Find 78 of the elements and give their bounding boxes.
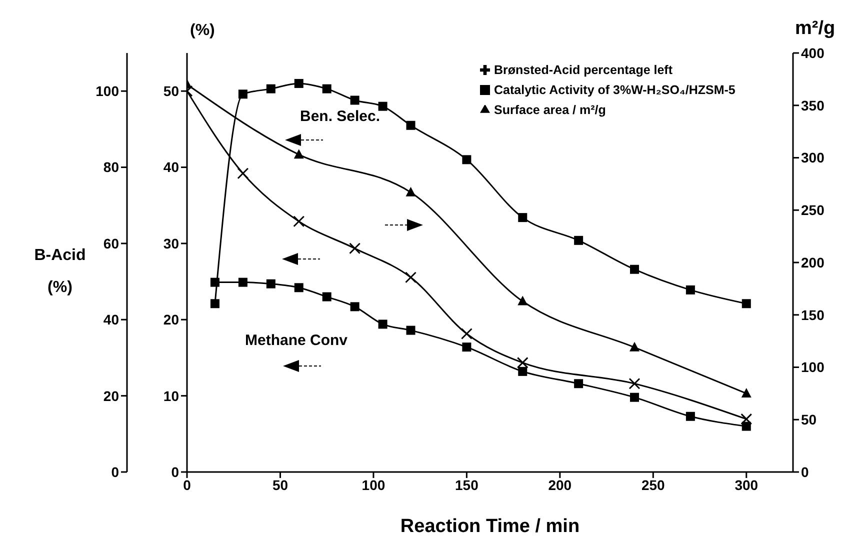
y2-tick-label: 200 [801,254,825,270]
point [686,412,695,421]
x-tick-label: 50 [272,476,288,493]
point [740,413,752,425]
point [238,90,248,99]
point [630,342,640,352]
point [518,213,528,222]
point [238,278,248,287]
point [322,292,332,302]
x-tick-label: 150 [455,476,479,493]
point [574,379,584,388]
point [742,299,751,308]
point [405,272,417,284]
legend-label: Catalytic Activity of 3%W-H₂SO₄/HZSM-5 [494,83,736,97]
point [406,186,416,196]
legend-label: Surface area / m²/g [494,103,606,117]
y3-tick-label: 30 [163,235,180,252]
y2-axis-title: m²/g [795,18,836,40]
point [294,283,304,292]
point [349,242,361,254]
y-axis-title: B-Acid (%) [33,246,87,298]
point [210,299,220,308]
point [293,216,305,228]
y2-tick-label: 400 [801,44,825,61]
y-tick-label: 0 [111,464,120,480]
y2-tick-label: 100 [801,359,825,376]
point [406,326,416,335]
point [516,356,528,368]
point [460,328,472,340]
y3-tick-label: 50 [163,83,180,100]
y3-tick-label: 0 [171,464,180,480]
y-tick-label: 100 [96,83,120,100]
annotation: Ben. Selec. [300,108,380,125]
y2-tick-label: 50 [801,412,817,428]
point [210,278,220,287]
y2-tick-label: 250 [801,202,825,218]
y3-tick-label: 40 [163,159,180,176]
x-tick-label: 0 [183,476,192,493]
y2-tick-label: 150 [801,306,825,323]
point [462,342,472,352]
y-tick-label: 60 [103,235,120,252]
point [686,285,695,294]
point [630,392,640,402]
point [462,155,472,164]
point [742,422,751,431]
legend-label: Brønsted-Acid percentage left [494,63,673,77]
point [237,168,249,180]
point [266,279,276,288]
point [350,302,360,312]
point [350,96,360,105]
point [574,236,584,245]
y2-tick-label: 300 [801,150,825,166]
y2-tick-label: 350 [801,97,825,114]
x-tick-label: 100 [362,476,386,493]
annotation: Methane Conv [245,332,348,349]
point [294,149,304,159]
point [378,102,388,111]
y3-axis-title: (%) [190,22,215,40]
y-tick-label: 20 [103,388,120,404]
point [518,366,528,376]
point [294,78,304,88]
x-tick-label: 250 [641,476,666,493]
point [518,296,528,306]
point [266,84,276,94]
point [628,378,640,390]
y3-tick-label: 20 [163,312,180,328]
point [630,264,640,274]
x-axis-title: Reaction Time / min [399,516,581,538]
y3-tick-label: 10 [163,388,180,404]
y-tick-label: 40 [103,312,120,328]
point [741,388,752,398]
y2-tick-label: 0 [801,464,809,480]
x-tick-label: 300 [734,476,758,493]
point [322,84,332,94]
x-tick-label: 200 [548,476,572,493]
point [406,120,416,130]
y-tick-label: 80 [103,159,120,176]
point [378,320,388,329]
